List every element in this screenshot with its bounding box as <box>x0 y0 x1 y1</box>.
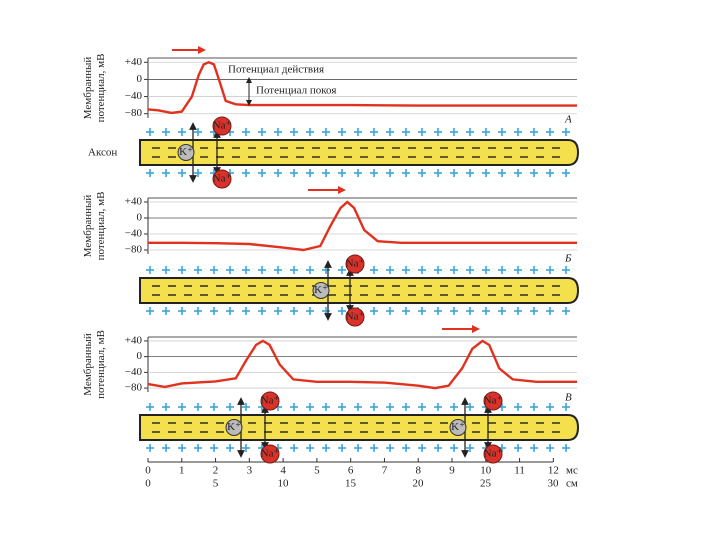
na-ion <box>212 116 232 136</box>
x-tick-label: 3 <box>247 465 253 477</box>
y-tick-label: +40 <box>125 196 143 208</box>
y-axis-label: Мембранныйпотенциал, мВ <box>82 192 107 261</box>
y-label-line: Мембранный <box>82 195 94 258</box>
x-tick-label: 5 <box>314 465 320 477</box>
k-ion <box>225 419 243 436</box>
y-label-line: потенциал, мВ <box>95 330 107 399</box>
y-label-line: потенциал, мВ <box>95 192 107 261</box>
y-axis-label: Мембранныйпотенциал, мВ <box>82 54 107 123</box>
axon-label: Аксон <box>88 147 117 159</box>
direction-head <box>198 46 206 54</box>
panel-label: А <box>564 114 572 126</box>
y-label-line: Мембранный <box>82 333 94 396</box>
y-axis-label: Мембранныйпотенциал, мВ <box>82 330 107 399</box>
na-label: Na⁺ <box>484 448 503 460</box>
na-label: Na⁺ <box>213 120 232 132</box>
y-tick-label: 0 <box>137 212 143 224</box>
x2-axis-label: см <box>566 478 578 490</box>
na-label: Na⁺ <box>346 258 365 270</box>
x2-tick-label: 0 <box>145 478 151 490</box>
x2-tick-label: 20 <box>413 478 425 490</box>
x-tick-label: 2 <box>213 465 219 477</box>
y-tick-label: 0 <box>137 350 143 362</box>
x2-tick-label: 15 <box>345 478 357 490</box>
y-label-line: потенциал, мВ <box>95 54 107 123</box>
x-tick-label: 8 <box>415 465 421 477</box>
potential-line <box>147 339 577 390</box>
k-ion <box>449 419 467 436</box>
panel-label: Б <box>564 253 572 265</box>
k-label: K⁺ <box>451 421 465 433</box>
y-tick-label: −40 <box>125 90 143 102</box>
na-label: Na⁺ <box>484 395 503 407</box>
x-tick-label: 6 <box>348 465 354 477</box>
y-label-line: Мембранный <box>82 57 94 120</box>
y-tick-label: 0 <box>137 73 143 85</box>
na-label: Na⁺ <box>261 395 280 407</box>
x2-tick-label: 30 <box>548 478 560 490</box>
y-tick-label: −80 <box>125 382 143 394</box>
k-label: K⁺ <box>227 421 241 433</box>
k-ion <box>177 144 195 161</box>
direction-head <box>472 325 480 333</box>
y-tick-label: −40 <box>125 366 143 378</box>
na-ion <box>260 391 280 411</box>
y-tick-label: −80 <box>125 107 143 119</box>
x2-tick-label: 25 <box>480 478 492 490</box>
x-tick-label: 0 <box>145 465 151 477</box>
x-tick-label: 4 <box>280 465 286 477</box>
na-ion <box>483 444 503 464</box>
annotation: Потенциал действия <box>228 64 324 76</box>
panel-label: В <box>565 392 572 404</box>
potential-line <box>147 61 577 115</box>
x-axis-label: мс <box>566 465 578 477</box>
direction-head <box>338 186 346 194</box>
y-tick-label: −40 <box>125 228 143 240</box>
x2-tick-label: 10 <box>278 478 290 490</box>
k-ion <box>312 282 330 299</box>
na-ion <box>260 444 280 464</box>
x-tick-label: 9 <box>449 465 455 477</box>
x-tick-label: 11 <box>514 465 525 477</box>
y-tick-label: +40 <box>125 56 143 68</box>
axon <box>139 414 580 441</box>
na-ion <box>212 169 232 189</box>
axon <box>139 277 580 304</box>
k-label: K⁺ <box>179 146 193 158</box>
na-ion <box>483 391 503 411</box>
potential-line <box>148 200 577 252</box>
annotation: Потенциал покоя <box>256 85 336 97</box>
axon <box>139 139 580 166</box>
na-label: Na⁺ <box>213 173 232 185</box>
na-ion <box>345 254 365 274</box>
x-tick-label: 7 <box>382 465 388 477</box>
x2-tick-label: 5 <box>213 478 219 490</box>
x-tick-label: 1 <box>179 465 185 477</box>
y-tick-label: +40 <box>125 334 143 346</box>
x-tick-label: 12 <box>548 465 559 477</box>
x-tick-label: 10 <box>480 465 492 477</box>
na-label: Na⁺ <box>346 311 365 323</box>
na-ion <box>345 307 365 327</box>
y-tick-label: −80 <box>125 244 143 256</box>
na-label: Na⁺ <box>261 448 280 460</box>
k-label: K⁺ <box>314 284 328 296</box>
